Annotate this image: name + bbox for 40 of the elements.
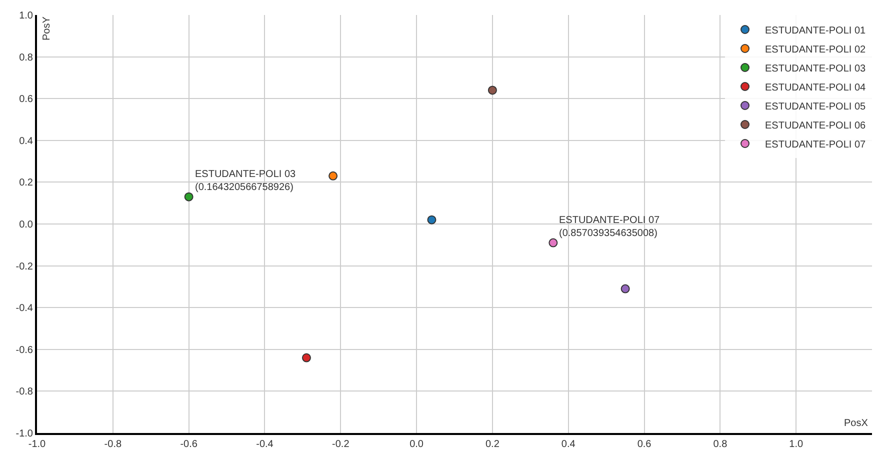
x-tick-label: -0.6 [180,439,198,450]
point [302,353,311,362]
legend-label: ESTUDANTE-POLI 01 [765,25,866,36]
point [548,238,558,248]
annotation: ESTUDANTE-POLI 07 (0.857039354635008) [559,215,660,239]
y-axis-title: PosY [42,16,52,40]
x-tick-label: 0.4 [561,439,576,450]
legend-label: ESTUDANTE-POLI 05 [765,101,866,112]
annotation: ESTUDANTE-POLI 03 (0.164320566758926) [195,169,296,193]
x-tick-label: 0.8 [713,439,728,450]
x-tick-label: -0.2 [332,439,350,450]
point [620,284,630,294]
point [488,86,497,95]
y-tick-label: -0.2 [16,261,34,272]
x-tick-label: 0.2 [485,439,500,450]
x-tick-label: -0.4 [256,439,274,450]
x-tick-label: -0.8 [104,439,122,450]
y-tick-label: -0.4 [16,303,34,314]
point [427,215,436,224]
legend-label: ESTUDANTE-POLI 02 [765,44,866,56]
y-tick-label: -0.6 [16,344,34,356]
y-tick-label: 0.2 [19,178,34,189]
y-tick-label: -1.0 [16,428,34,440]
x-tick-label: 0.6 [637,439,652,450]
point [328,171,338,180]
x-tick-label: 0.0 [410,439,424,450]
legend-label: ESTUDANTE-POLI 04 [765,82,866,94]
point [184,192,194,202]
x-tick-label: 1.0 [789,439,804,450]
legend-label: ESTUDANTE-POLI 06 [765,120,866,132]
y-tick-label: 0.6 [19,94,34,106]
y-tick-label: 0.8 [19,52,34,64]
y-tick-label: -0.8 [16,386,34,398]
y-tick-label: 0.4 [19,136,34,147]
legend-label: ESTUDANTE-POLI 07 [765,139,866,150]
y-tick-label: 1.0 [19,10,34,22]
x-axis-title: PosX [844,418,868,429]
legend-label: ESTUDANTE-POLI 03 [765,63,866,74]
x-tick-label: -1.0 [28,439,46,450]
y-tick-label: 0.0 [19,220,34,230]
